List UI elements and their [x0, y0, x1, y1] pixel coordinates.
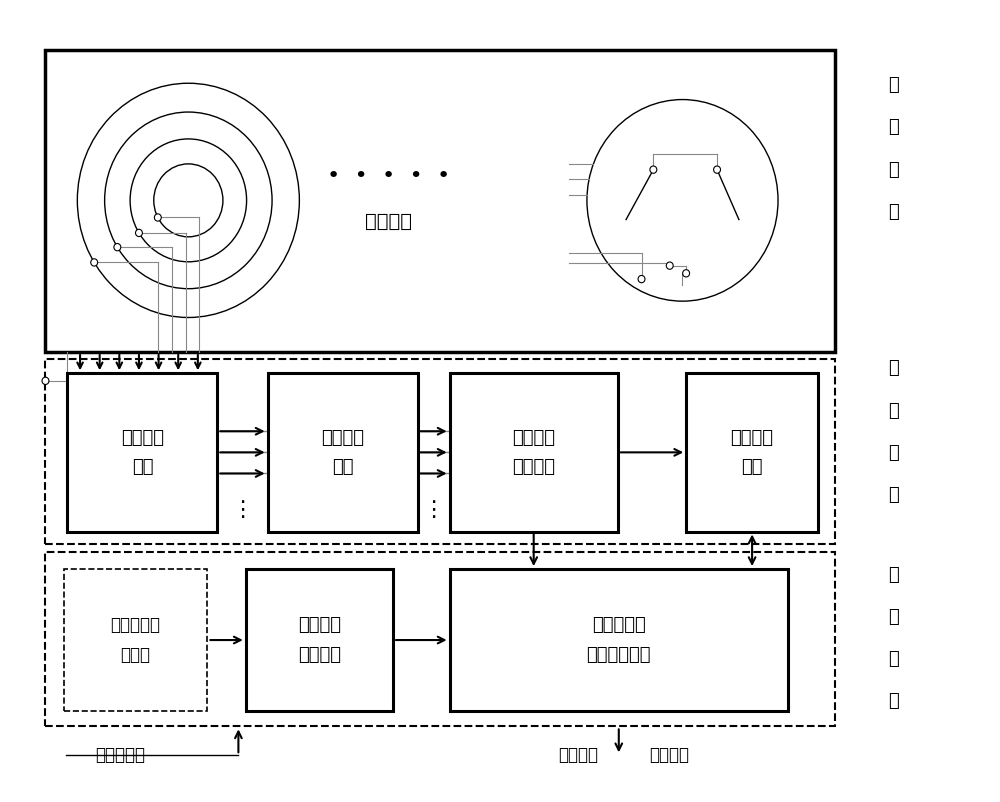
Text: 故障预警: 故障预警: [649, 746, 689, 764]
Text: 息: 息: [888, 119, 899, 136]
Circle shape: [666, 262, 673, 269]
Text: 信: 信: [888, 76, 899, 94]
Circle shape: [683, 269, 690, 277]
Text: 航行器壳体: 航行器壳体: [95, 746, 145, 764]
Text: 分: 分: [888, 650, 899, 668]
FancyBboxPatch shape: [686, 373, 818, 532]
Circle shape: [638, 275, 645, 283]
FancyBboxPatch shape: [450, 373, 618, 532]
Text: 息: 息: [888, 402, 899, 419]
Text: 天线模块: 天线模块: [365, 212, 412, 231]
Text: 时间事件
记录模块: 时间事件 记录模块: [298, 617, 341, 663]
Circle shape: [154, 214, 161, 221]
Text: 收: 收: [888, 160, 899, 179]
Text: ⋮: ⋮: [422, 500, 445, 520]
Text: 信息调理
模块: 信息调理 模块: [121, 429, 164, 476]
FancyBboxPatch shape: [64, 569, 207, 711]
Text: 信: 信: [888, 565, 899, 584]
FancyBboxPatch shape: [450, 569, 788, 711]
Text: 析: 析: [888, 692, 899, 711]
Text: ⋮: ⋮: [231, 500, 254, 520]
Text: 信息存储
模块: 信息存储 模块: [731, 429, 774, 476]
Circle shape: [650, 166, 657, 173]
Circle shape: [42, 377, 49, 384]
Circle shape: [714, 166, 721, 173]
Text: 信息分离与
特征提取模块: 信息分离与 特征提取模块: [587, 617, 651, 663]
Text: 信息采集
模块: 信息采集 模块: [321, 429, 364, 476]
Text: 理: 理: [888, 486, 899, 504]
Text: 集: 集: [888, 203, 899, 221]
Text: 航行器控制
计算机: 航行器控制 计算机: [111, 617, 161, 663]
FancyBboxPatch shape: [45, 50, 835, 352]
Text: 健康监测: 健康监测: [558, 746, 598, 764]
Text: 信: 信: [888, 359, 899, 378]
Circle shape: [114, 244, 121, 251]
FancyBboxPatch shape: [67, 373, 217, 532]
FancyBboxPatch shape: [268, 373, 418, 532]
Text: •  •  •  •  •: • • • • •: [327, 166, 450, 186]
FancyBboxPatch shape: [246, 569, 393, 711]
Circle shape: [136, 229, 142, 237]
Text: 处: 处: [888, 444, 899, 462]
Text: 息: 息: [888, 608, 899, 626]
Text: 空间差分
处理模块: 空间差分 处理模块: [512, 429, 555, 476]
Circle shape: [91, 259, 98, 266]
